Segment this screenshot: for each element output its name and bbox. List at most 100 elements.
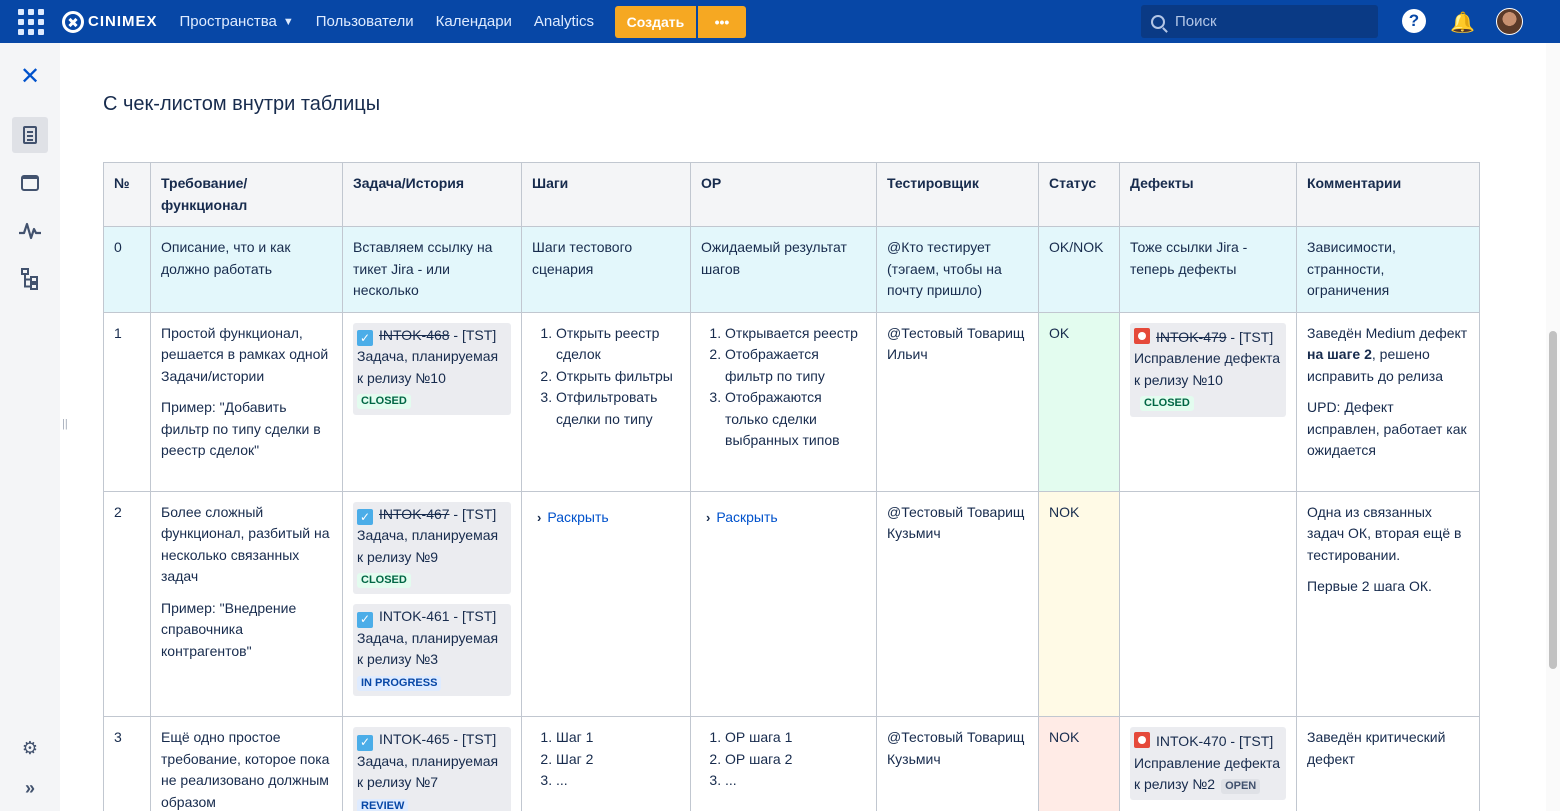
search-input[interactable]: Поиск xyxy=(1141,5,1378,38)
confluence-icon[interactable]: ✕ xyxy=(19,62,41,90)
header-requirement: Требование/ функционал xyxy=(150,162,343,227)
header-expected-result: ОР xyxy=(690,162,877,227)
cell-task: Вставляем ссылку на тикет Jira - или нес… xyxy=(342,226,522,313)
comment-text: UPD: Дефект исправлен, работает как ожид… xyxy=(1307,399,1467,458)
requirement-example: Пример: "Внедрение справочника контраген… xyxy=(161,599,297,659)
calendar-icon[interactable] xyxy=(12,165,48,201)
cell-comments: Одна из связанных задач ОК, вторая ещё в… xyxy=(1296,490,1480,717)
jira-issue-card[interactable]: ✓ INTOK-465 - [TST] Задача, планируемая к… xyxy=(353,727,511,811)
nav-users[interactable]: Пользователи xyxy=(315,13,414,30)
cell-tester[interactable]: @Тестовый Товарищ Кузьмич xyxy=(876,715,1039,811)
cinimex-logo[interactable]: CINIMEX xyxy=(62,10,158,33)
status-badge: OPEN xyxy=(1221,779,1261,794)
cell-requirement: Более сложный функционал, разбитый на не… xyxy=(150,490,343,717)
pages-icon[interactable] xyxy=(12,117,48,153)
settings-icon[interactable]: ⚙ xyxy=(21,737,39,758)
jira-issue-key[interactable]: INTOK-470 xyxy=(1156,733,1227,749)
jira-issue-summary: - [TST] Исправление дефекта к релизу №10 xyxy=(1134,328,1281,388)
create-button[interactable]: Создать xyxy=(614,5,696,38)
list-item: Шаг 2 xyxy=(556,749,680,771)
cell-tester[interactable]: @Тестовый Товарищ Кузьмич xyxy=(876,490,1039,717)
cell-requirement: Простой функционал, решается в рамках од… xyxy=(150,311,343,492)
nav-analytics[interactable]: Analytics xyxy=(533,13,594,30)
top-navigation-bar: CINIMEX Пространства ▼ Пользователи Кале… xyxy=(0,0,1560,43)
list-item: ... xyxy=(556,770,680,792)
task-checkbox-icon: ✓ xyxy=(357,611,373,628)
jira-issue-key[interactable]: INTOK-461 xyxy=(379,607,450,624)
jira-issue-card[interactable]: INTOK-479 - [TST] Исправление дефекта к … xyxy=(1130,322,1286,417)
cell-defects: Тоже ссылки Jira - теперь дефекты xyxy=(1119,226,1297,313)
cell-steps: Шаг 1 Шаг 2 ... xyxy=(521,715,691,811)
jira-issue-key[interactable]: INTOK-468 xyxy=(379,326,450,343)
list-item: Отображаются только сделки выбранных тип… xyxy=(725,387,866,452)
cell-number: 1 xyxy=(103,311,151,492)
header-steps: Шаги xyxy=(521,162,691,227)
cell-task: ✓ INTOK-465 - [TST] Задача, планируемая к… xyxy=(342,715,522,811)
scrollbar-thumb[interactable] xyxy=(1549,331,1557,669)
list-item: Открывается реестр xyxy=(725,323,866,345)
bug-icon xyxy=(1134,327,1150,344)
status-badge: CLOSED xyxy=(1140,396,1194,411)
bug-icon xyxy=(1134,732,1150,748)
comment-text: Первые 2 шага ОК. xyxy=(1307,578,1432,594)
jira-issue-summary: - [TST] Исправление дефекта к релизу №2 xyxy=(1134,733,1281,792)
list-item: Отфильтровать сделки по типу xyxy=(556,387,680,430)
status-badge: CLOSED xyxy=(357,394,411,410)
notification-icon[interactable]: 🔔 xyxy=(1450,12,1475,34)
requirement-text: Простой функционал, решается в рамках од… xyxy=(161,324,329,384)
list-item: Шаг 1 xyxy=(556,727,680,749)
list-item: Открыть реестр сделок xyxy=(556,323,680,366)
jira-issue-key[interactable]: INTOK-479 xyxy=(1156,328,1227,345)
header-status: Статус xyxy=(1038,162,1120,227)
page-title: С чек-листом внутри таблицы xyxy=(103,93,381,115)
header-defects: Дефекты xyxy=(1119,162,1297,227)
scrollbar[interactable] xyxy=(1546,43,1560,811)
cell-comments: Зависимости, странности, ограничения xyxy=(1296,226,1480,313)
list-item: ОР шага 1 xyxy=(725,727,866,749)
chevron-right-icon: › xyxy=(706,509,711,525)
avatar[interactable] xyxy=(1496,8,1523,35)
cell-tester[interactable]: @Тестовый Товарищ Ильич xyxy=(876,311,1039,492)
search-icon xyxy=(1151,14,1165,29)
list-item: ... xyxy=(725,770,866,792)
header-number: № xyxy=(103,162,151,227)
help-icon[interactable]: ? xyxy=(1402,9,1426,33)
status-badge: CLOSED xyxy=(357,573,411,589)
jira-issue-card[interactable]: ✓ INTOK-467 - [TST] Задача, планируемая к… xyxy=(353,501,511,594)
nav-calendars[interactable]: Календари xyxy=(435,13,512,30)
jira-issue-card[interactable]: ✓ INTOK-461 - [TST] Задача, планируемая к… xyxy=(353,603,511,696)
pulse-icon[interactable] xyxy=(12,213,48,249)
table-header-row: № Требование/ функционал Задача/История … xyxy=(103,162,1480,227)
task-checkbox-icon: ✓ xyxy=(357,509,373,526)
jira-issue-key[interactable]: INTOK-465 xyxy=(379,731,450,747)
expand-toggle[interactable]: › Раскрыть xyxy=(706,507,866,529)
cell-status: OK/NOK xyxy=(1038,226,1120,313)
header-tester: Тестировщик xyxy=(876,162,1039,227)
cell-steps: Открыть реестр сделок Открыть фильтры От… xyxy=(521,311,691,492)
expand-sidebar-icon[interactable]: » xyxy=(24,777,35,798)
tree-icon[interactable] xyxy=(12,261,48,297)
jira-issue-key[interactable]: INTOK-467 xyxy=(379,505,450,522)
cell-tester: @Кто тестирует (тэгаем, чтобы на почту п… xyxy=(876,226,1039,313)
nav-spaces[interactable]: Пространства ▼ xyxy=(179,13,294,30)
jira-issue-summary: - [TST] Задача, планируемая к релизу №10 xyxy=(357,326,499,386)
cell-requirement: Описание, что и как должно работать xyxy=(150,226,343,313)
jira-issue-summary: - [TST] Задача, планируемая к релизу №7 xyxy=(357,731,499,791)
cell-status: OK xyxy=(1038,311,1120,492)
create-more-button[interactable]: ••• xyxy=(697,5,746,38)
jira-issue-card[interactable]: ✓ INTOK-468 - [TST] Задача, планируемая к… xyxy=(353,322,511,415)
requirement-example: Пример: "Добавить фильтр по типу сделки … xyxy=(161,399,321,458)
cell-comments: Заведён критический дефект xyxy=(1296,715,1480,811)
checklist-table: № Требование/ функционал Задача/История … xyxy=(103,162,1480,811)
cell-task: ✓ INTOK-467 - [TST] Задача, планируемая к… xyxy=(342,490,522,717)
sidebar-resize-handle[interactable]: || xyxy=(62,418,68,430)
search-placeholder: Поиск xyxy=(1175,13,1217,30)
list-item: Открыть фильтры xyxy=(556,366,680,388)
app-switcher-icon[interactable] xyxy=(16,7,46,37)
jira-issue-card[interactable]: INTOK-470 - [TST] Исправление дефекта к … xyxy=(1130,727,1286,800)
steps-list: Открыть реестр сделок Открыть фильтры От… xyxy=(532,323,680,431)
expand-toggle[interactable]: › Раскрыть xyxy=(537,507,680,529)
task-checkbox-icon: ✓ xyxy=(357,330,373,347)
cell-expected-result: ОР шага 1 ОР шага 2 ... xyxy=(690,715,877,811)
table-row: 2 Более сложный функционал, разбитый на … xyxy=(103,490,1480,717)
